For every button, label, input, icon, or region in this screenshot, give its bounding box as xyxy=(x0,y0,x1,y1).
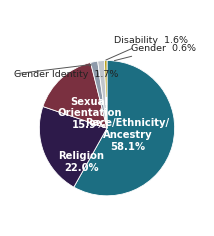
Wedge shape xyxy=(98,61,107,128)
Text: Race/Ethnicity/
Ancestry
58.1%: Race/Ethnicity/ Ancestry 58.1% xyxy=(85,118,169,152)
Text: Religion
22.0%: Religion 22.0% xyxy=(58,151,104,173)
Text: Disability  1.6%: Disability 1.6% xyxy=(106,36,188,60)
Wedge shape xyxy=(91,61,107,128)
Wedge shape xyxy=(39,106,107,187)
Text: Sexual
Orientation
15.9%: Sexual Orientation 15.9% xyxy=(57,97,122,130)
Text: Gender  0.6%: Gender 0.6% xyxy=(114,44,196,61)
Wedge shape xyxy=(104,60,107,128)
Wedge shape xyxy=(74,60,175,196)
Text: Gender Identity  1.7%: Gender Identity 1.7% xyxy=(14,65,118,79)
Wedge shape xyxy=(43,63,107,128)
